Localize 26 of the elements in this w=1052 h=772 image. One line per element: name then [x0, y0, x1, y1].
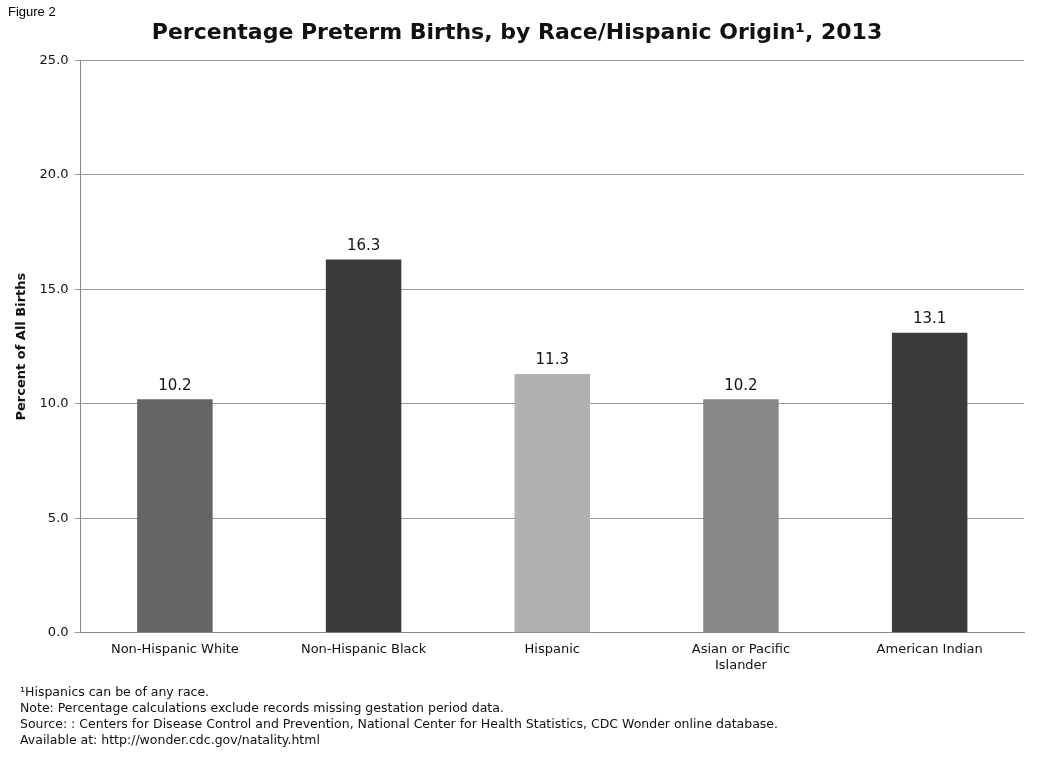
data-label: 11.3: [535, 350, 569, 369]
data-label: 10.2: [724, 375, 758, 394]
bar: [891, 332, 968, 633]
y-tick-label: 10.0: [39, 395, 69, 411]
y-tick-label: 25.0: [39, 51, 69, 67]
y-tick-label: 0.0: [47, 624, 69, 640]
x-tick-label: American Indian: [876, 640, 983, 656]
bar: [514, 374, 591, 633]
y-axis-title: Percent of All Births: [13, 272, 29, 421]
caption: Figure 2: [8, 4, 56, 19]
y-tick-label: 15.0: [39, 280, 69, 296]
data-label: 10.2: [158, 375, 192, 394]
chart-title: Percentage Preterm Births, by Race/Hispanic Origin¹, 2013: [151, 18, 883, 44]
x-tick-label: Asian or Pacific Islander: [691, 640, 791, 672]
x-tick-label: Non-Hispanic Black: [300, 640, 427, 656]
bar: [137, 399, 213, 633]
y-tick-label: 20.0: [39, 166, 69, 182]
data-label: 13.1: [912, 309, 947, 328]
x-tick-label: Non-Hispanic White: [110, 640, 239, 656]
x-tick-label: Hispanic: [524, 640, 580, 656]
bar: [325, 259, 402, 633]
text: ¹Hispanics can be of any race.: [20, 684, 211, 700]
source-note: Source: : Centers for Disease Control and Prevention, National Center for Health Statistics, CDC Wonder online database. Available at: http://wonder.cdc.gov/natality.html: [20, 716, 779, 748]
data-label: 16.3: [346, 235, 381, 254]
y-tick-label: 5.0: [47, 509, 69, 525]
text: Note: Percentage calculations exclude records missing gestation period data.: [20, 700, 505, 716]
